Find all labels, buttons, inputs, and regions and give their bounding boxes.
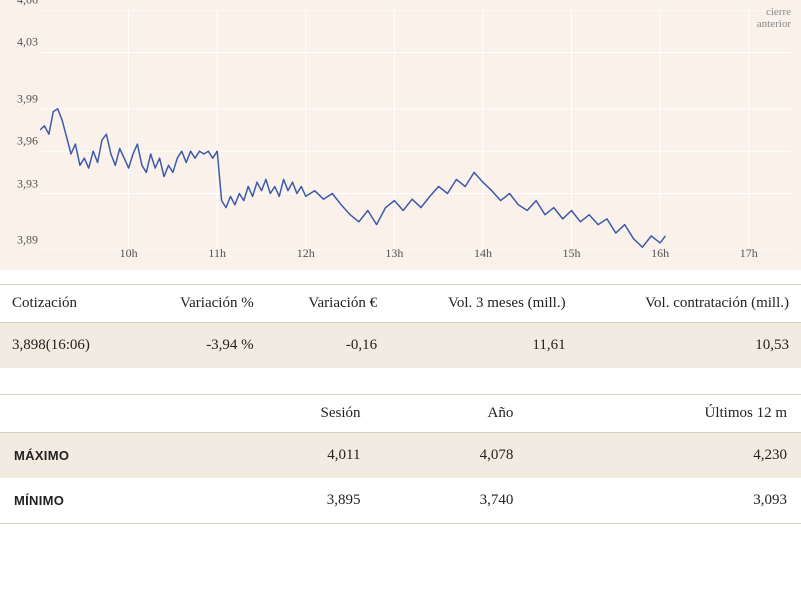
chart-svg	[40, 10, 793, 250]
var-pct-value: -3,94 %	[136, 323, 266, 369]
range-max-u12: 4,230	[527, 433, 801, 479]
x-tick-label: 16h	[651, 246, 669, 261]
col-var-eur: Variación €	[266, 285, 389, 323]
y-tick-label: 4,03	[17, 35, 38, 50]
range-col-ano: Año	[375, 395, 528, 433]
range-min-label: MÍNIMO	[0, 478, 206, 524]
x-tick-label: 10h	[120, 246, 138, 261]
stats-header-row: Cotización Variación % Variación € Vol. …	[0, 285, 801, 323]
stats-table: Cotización Variación % Variación € Vol. …	[0, 284, 801, 368]
vol-value: 10,53	[578, 323, 801, 369]
chart-annotation: cierre anterior	[757, 6, 791, 30]
stats-data-row: 3,898(16:06) -3,94 % -0,16 11,61 10,53	[0, 323, 801, 369]
x-tick-label: 17h	[740, 246, 758, 261]
x-tick-label: 13h	[385, 246, 403, 261]
x-tick-label: 12h	[297, 246, 315, 261]
price-chart: cierre anterior 3,89 3,93 3,96 3,99 4,03 4,06…	[0, 0, 801, 270]
range-col-blank	[0, 395, 206, 433]
range-table: Sesión Año Últimos 12 m MÁXIMO 4,011 4,0…	[0, 394, 801, 524]
vol3m-value: 11,61	[389, 323, 578, 369]
price-time: (16:06)	[46, 337, 90, 353]
y-tick-label: 4,06	[17, 0, 38, 8]
annotation-line-1: cierre	[766, 6, 791, 18]
price-cell: 3,898(16:06)	[0, 323, 136, 369]
range-header-row: Sesión Año Últimos 12 m	[0, 395, 801, 433]
range-row-max: MÁXIMO 4,011 4,078 4,230	[0, 433, 801, 479]
col-var-pct: Variación %	[136, 285, 266, 323]
range-max-sesion: 4,011	[206, 433, 374, 479]
y-tick-label: 3,99	[17, 91, 38, 106]
y-tick-label: 3,89	[17, 233, 38, 248]
y-tick-label: 3,96	[17, 134, 38, 149]
annotation-line-2: anterior	[757, 18, 791, 30]
range-max-ano: 4,078	[375, 433, 528, 479]
range-row-min: MÍNIMO 3,895 3,740 3,093	[0, 478, 801, 524]
col-cotizacion: Cotización	[0, 285, 136, 323]
col-vol3m: Vol. 3 meses (mill.)	[389, 285, 578, 323]
col-vol: Vol. contratación (mill.)	[578, 285, 801, 323]
range-min-u12: 3,093	[527, 478, 801, 524]
y-tick-label: 3,93	[17, 176, 38, 191]
range-max-label: MÁXIMO	[0, 433, 206, 479]
range-col-sesion: Sesión	[206, 395, 374, 433]
x-tick-label: 11h	[208, 246, 226, 261]
range-min-ano: 3,740	[375, 478, 528, 524]
chart-x-axis: 10h 11h 12h 13h 14h 15h 16h 17h	[40, 246, 793, 264]
var-abs-value: -0,16	[266, 323, 389, 369]
x-tick-label: 15h	[563, 246, 581, 261]
range-min-sesion: 3,895	[206, 478, 374, 524]
x-tick-label: 14h	[474, 246, 492, 261]
chart-y-axis: 3,893,933,963,994,034,06	[6, 0, 38, 240]
price-value: 3,898	[12, 337, 46, 353]
range-col-u12: Últimos 12 m	[527, 395, 801, 433]
